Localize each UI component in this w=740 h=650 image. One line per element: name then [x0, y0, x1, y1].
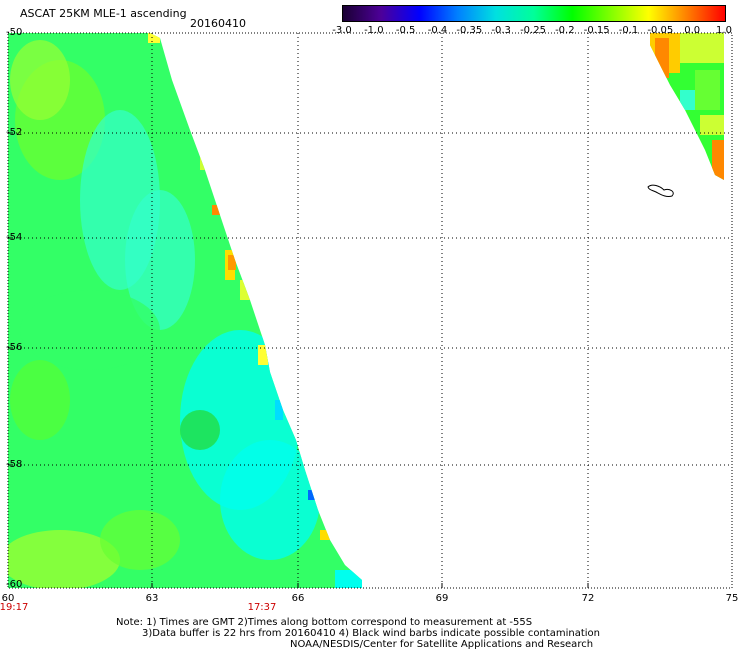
colorbar-tick-label: -0.2	[555, 25, 575, 36]
colorbar-tick-label: -0.05	[647, 25, 674, 36]
x-label: 63	[145, 593, 159, 604]
y-label: -58	[6, 459, 23, 470]
chart-title: ASCAT 25KM MLE-1 ascending	[20, 7, 187, 20]
colorbar-tick-label: -0.5	[395, 25, 416, 36]
swath-right	[650, 33, 724, 180]
x-label: 72	[581, 593, 595, 604]
grid-lines	[8, 33, 732, 588]
y-label: -50	[6, 27, 23, 38]
x-label: 66	[291, 593, 305, 604]
colorbar-tick-label: 0.0	[684, 25, 701, 36]
colorbar-tick-label: -0.1	[618, 25, 639, 36]
colorbar-tick-label: -3.0	[332, 25, 352, 36]
colorbar-tick-label: -0.4	[427, 25, 448, 36]
x-label: 69	[435, 593, 449, 604]
note-line-2: 3)Data buffer is 22 hrs from 20160410 4)…	[142, 628, 600, 639]
y-label: -52	[6, 127, 23, 138]
y-label: -54	[6, 232, 23, 243]
colorbar-tick-label: -0.3	[491, 25, 511, 36]
x-label: 60	[1, 593, 15, 604]
colorbar-tick-label: 1.0	[716, 25, 732, 36]
tick-marks	[8, 132, 589, 588]
note-line-3: NOAA/NESDIS/Center for Satellite Applica…	[290, 639, 594, 650]
colorbar	[342, 5, 726, 22]
swath-left	[8, 33, 362, 588]
colorbar-tick-label: -1.0	[364, 25, 384, 36]
plot-frame	[7, 32, 733, 589]
colorbar-tick-label: -0.15	[583, 25, 610, 36]
time-label: 19:17	[0, 602, 29, 613]
colorbar-tick-label: -0.25	[520, 25, 546, 36]
x-label: 75	[725, 593, 739, 604]
colorbar-ticks: -3.0 -1.0 -0.5 -0.4 -0.35 -0.3 -0.25 -0.2 -0.15-…	[330, 25, 740, 37]
island-outline	[647, 184, 674, 197]
note-line-1: Note: 1) Times are GMT 2)Times along bot…	[116, 617, 533, 628]
y-label: -60	[6, 579, 23, 590]
chart-date: 20160410	[190, 17, 246, 30]
colorbar-tick-label: -0.35	[456, 25, 483, 36]
time-label: 17:37	[247, 602, 277, 613]
y-label: -56	[6, 342, 23, 353]
